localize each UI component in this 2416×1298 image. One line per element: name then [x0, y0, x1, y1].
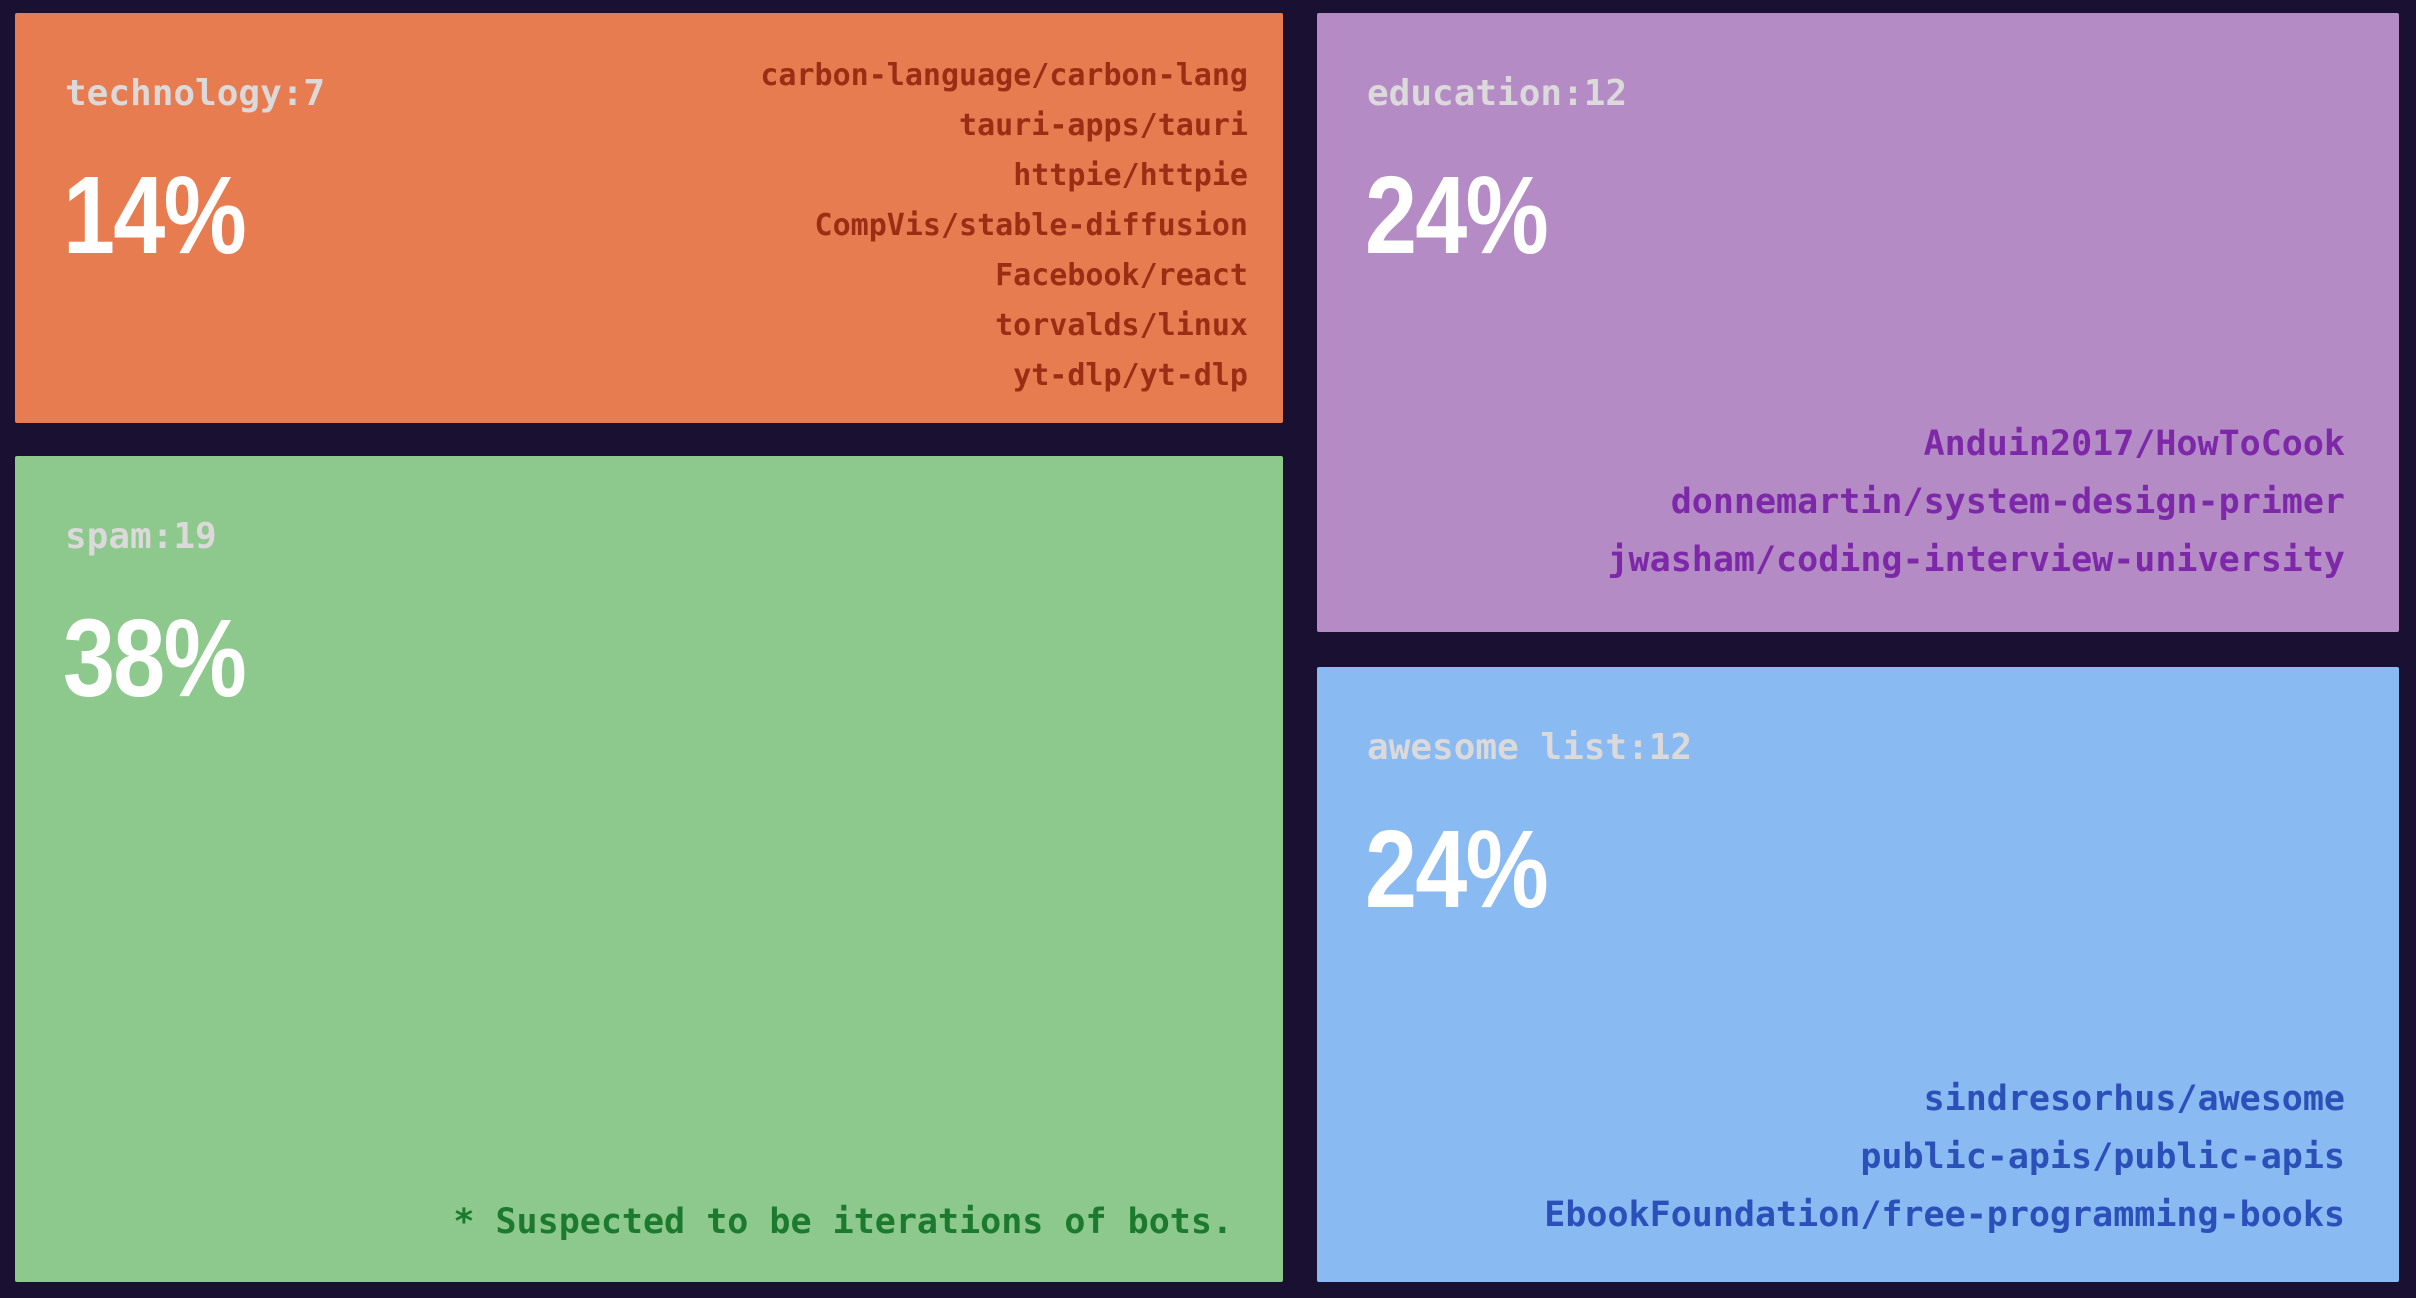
spam-footnote: * Suspected to be iterations of bots. [453, 1202, 1233, 1242]
treemap-block-awesome-list: awesome list:12 24% sindresorhus/awesome… [1317, 667, 2399, 1282]
category-percent-value: 14% [63, 154, 247, 277]
category-label-spam: spam:19 [65, 516, 217, 557]
treemap-block-education: education:12 24% Anduin2017/HowToCook don… [1317, 13, 2399, 632]
repo-item: public-apis/public-apis [1860, 1137, 2345, 1177]
category-percent-awesome-list: 24% [1365, 815, 1579, 925]
repo-item: donnemartin/system-design-primer [1670, 482, 2345, 522]
category-percent-value: 38% [63, 597, 247, 720]
repo-list-awesome-list: sindresorhus/awesome public-apis/public-a… [1544, 1070, 2345, 1244]
category-label-awesome-list: awesome list:12 [1367, 727, 1693, 768]
repo-item: yt-dlp/yt-dlp [1013, 358, 1248, 393]
category-label-technology: technology:7 [65, 73, 326, 114]
category-percent-technology: 14% [63, 161, 277, 271]
treemap-block-technology: technology:7 14% carbon-language/carbon-… [15, 13, 1283, 423]
category-percent-education: 24% [1365, 161, 1579, 271]
repo-item: tauri-apps/tauri [959, 108, 1248, 143]
repo-item: jwasham/coding-interview-university [1607, 540, 2345, 580]
repo-list-technology: carbon-language/carbon-lang tauri-apps/ta… [760, 51, 1248, 401]
repo-item: EbookFoundation/free-programming-books [1544, 1195, 2345, 1235]
repo-item: torvalds/linux [995, 308, 1248, 343]
repo-item: Anduin2017/HowToCook [1923, 424, 2345, 464]
treemap-block-spam: spam:19 38% * Suspected to be iterations… [15, 456, 1283, 1282]
category-percent-value: 24% [1365, 154, 1549, 277]
repo-item: sindresorhus/awesome [1923, 1079, 2345, 1119]
repo-list-education: Anduin2017/HowToCook donnemartin/system-d… [1607, 415, 2345, 589]
category-percent-value: 24% [1365, 808, 1549, 931]
repo-item: carbon-language/carbon-lang [760, 58, 1248, 93]
category-label-education: education:12 [1367, 73, 1628, 114]
repo-item: httpie/httpie [1013, 158, 1248, 193]
category-percent-spam: 38% [63, 604, 277, 714]
repo-item: Facebook/react [995, 258, 1248, 293]
repo-item: CompVis/stable-diffusion [814, 208, 1248, 243]
